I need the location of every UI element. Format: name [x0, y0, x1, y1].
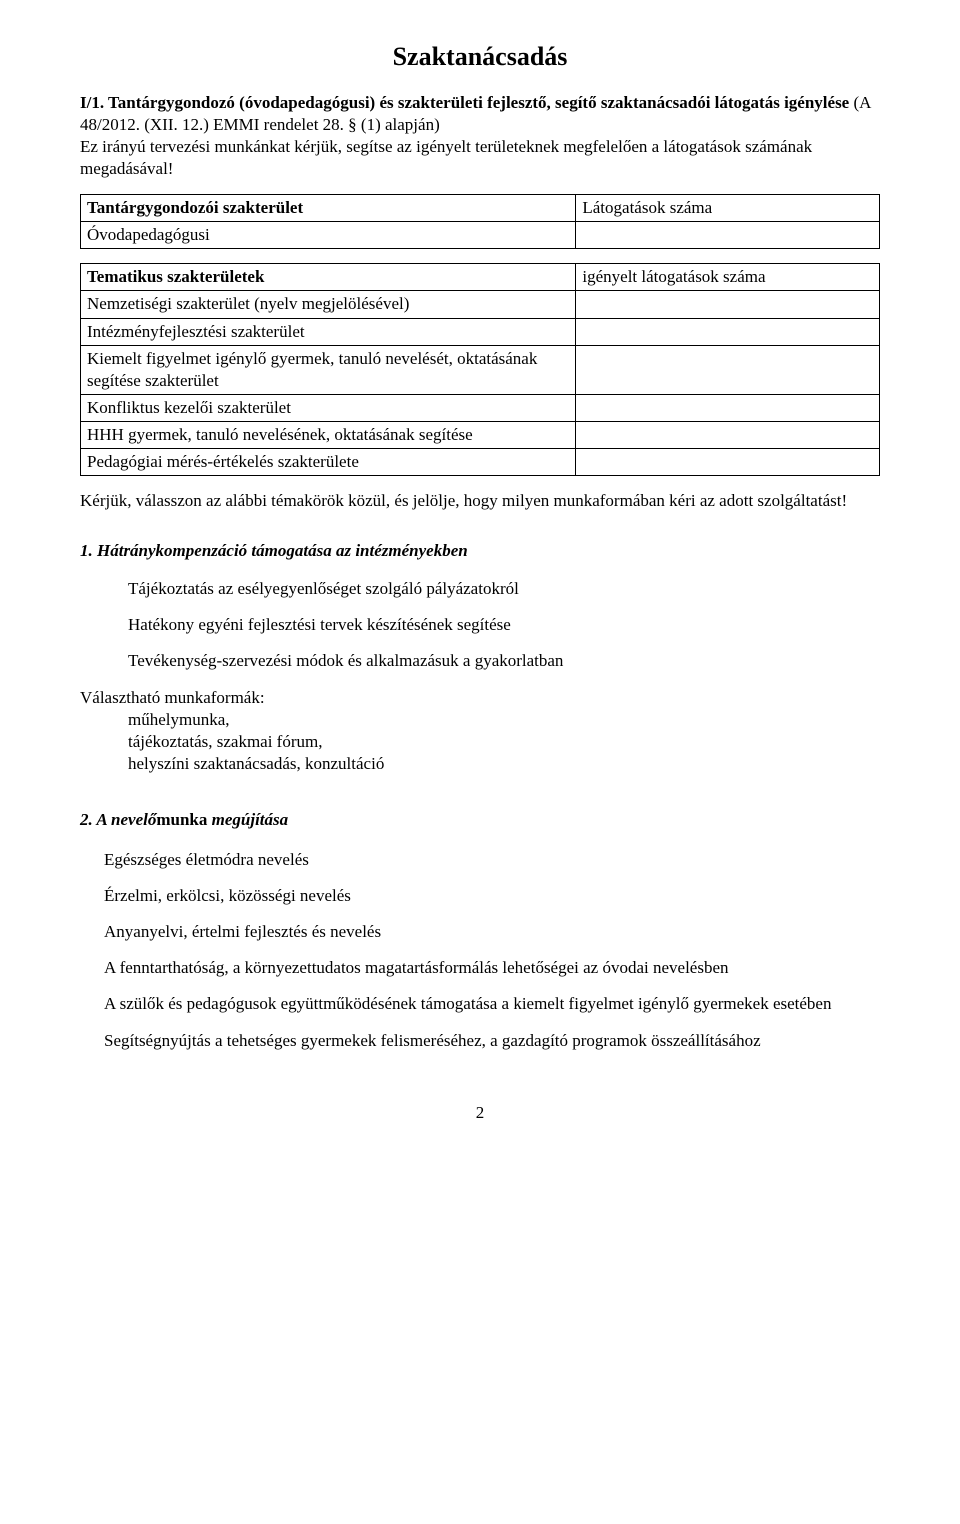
t2-row-left: Konfliktus kezelői szakterület — [81, 394, 576, 421]
intro-paragraph: I/1. Tantárgygondozó (óvodapedagógusi) é… — [80, 92, 880, 180]
section2-item: A fenntarthatóság, a környezettudatos ma… — [104, 957, 880, 979]
page-number: 2 — [80, 1102, 880, 1124]
t2-row-right[interactable] — [576, 449, 880, 476]
t2-row-right[interactable] — [576, 394, 880, 421]
t2-row-left: Kiemelt figyelmet igénylő gyermek, tanul… — [81, 345, 576, 394]
section1-item: Tájékoztatás az esélyegyenlőséget szolgá… — [128, 578, 880, 600]
section2-item: Érzelmi, erkölcsi, közösségi nevelés — [104, 885, 880, 907]
t2-row-left: Nemzetiségi szakterület (nyelv megjelölé… — [81, 291, 576, 318]
t2-row-right[interactable] — [576, 421, 880, 448]
section2-title: 2. A nevelőmunka megújítása — [80, 809, 880, 831]
t1-header-right: Látogatások száma — [576, 195, 880, 222]
section2-item: Segítségnyújtás a tehetséges gyermekek f… — [104, 1030, 880, 1052]
forms-label: Választható munkaformák: — [80, 687, 880, 709]
forms-item: helyszíni szaktanácsadás, konzultáció — [128, 753, 880, 775]
instruction-text: Kérjük, válasszon az alábbi témakörök kö… — [80, 490, 880, 512]
t1-row1-left: Óvodapedagógusi — [81, 222, 576, 249]
section2-title-mid: munka — [156, 810, 211, 829]
intro-lead: Ez irányú tervezési munkánkat kérjük, se… — [80, 137, 812, 178]
forms-item: műhelymunka, — [128, 709, 880, 731]
section2-title-prefix: 2. A nevelő — [80, 810, 156, 829]
t2-header-right: igényelt látogatások száma — [576, 264, 880, 291]
t2-row-left: Intézményfejlesztési szakterület — [81, 318, 576, 345]
t2-row-left: Pedagógiai mérés-értékelés szakterülete — [81, 449, 576, 476]
t1-header-left: Tantárgygondozói szakterület — [81, 195, 576, 222]
t1-row1-right[interactable] — [576, 222, 880, 249]
table-tantargygondozoi: Tantárgygondozói szakterület Látogatások… — [80, 194, 880, 249]
page-title: Szaktanácsadás — [80, 40, 880, 74]
section1-item: Hatékony egyéni fejlesztési tervek készí… — [128, 614, 880, 636]
section1-item: Tevékenység-szervezési módok és alkalmaz… — [128, 650, 880, 672]
section2-item: Egészséges életmódra nevelés — [104, 849, 880, 871]
section2-items: Egészséges életmódra nevelés Érzelmi, er… — [104, 849, 880, 1052]
t2-row-right[interactable] — [576, 291, 880, 318]
section2-item: A szülők és pedagógusok együttműködéséne… — [104, 993, 880, 1015]
section2-item: Anyanyelvi, értelmi fejlesztés és nevelé… — [104, 921, 880, 943]
forms-list: műhelymunka, tájékoztatás, szakmai fórum… — [80, 709, 880, 775]
section2-title-suffix: megújítása — [212, 810, 289, 829]
section1-items: Tájékoztatás az esélyegyenlőséget szolgá… — [128, 578, 880, 672]
t2-row-right[interactable] — [576, 345, 880, 394]
intro-bold: I/1. Tantárgygondozó (óvodapedagógusi) é… — [80, 93, 853, 112]
section1-title: 1. Hátránykompenzáció támogatása az inté… — [80, 540, 880, 562]
forms-item: tájékoztatás, szakmai fórum, — [128, 731, 880, 753]
t2-row-right[interactable] — [576, 318, 880, 345]
table-tematikus: Tematikus szakterületek igényelt látogat… — [80, 263, 880, 476]
t2-row-left: HHH gyermek, tanuló nevelésének, oktatás… — [81, 421, 576, 448]
t2-header-left: Tematikus szakterületek — [81, 264, 576, 291]
